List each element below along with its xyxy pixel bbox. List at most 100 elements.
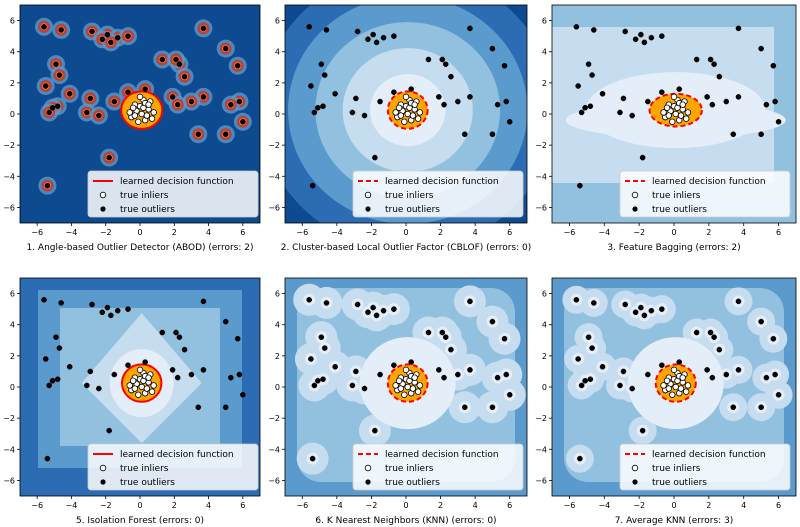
outlier-point-32	[506, 118, 513, 125]
outlier-point-29	[353, 368, 359, 375]
outlier-point-22	[200, 94, 207, 100]
inlier-point-18	[131, 112, 139, 119]
x-tick-label: −6	[296, 228, 308, 237]
legend-label-decision: learned decision function	[385, 450, 499, 460]
y-tick-label: 6	[542, 290, 547, 299]
inlier-point-12	[669, 391, 676, 398]
y-tick-label: −6	[268, 203, 280, 212]
outlier-point-35	[489, 404, 496, 411]
x-tick-label: −4	[331, 501, 343, 510]
outlier-point-26	[676, 86, 683, 92]
outlier-point-24	[436, 367, 442, 373]
outlier-point-35	[489, 131, 496, 138]
outlier-point-26	[408, 359, 414, 365]
outlier-point-26	[408, 86, 414, 92]
outlier-point-22	[735, 94, 742, 100]
outlier-point-9	[622, 28, 629, 35]
legend-outlier-swatch	[100, 479, 106, 485]
outlier-point-27	[125, 89, 131, 95]
inlier-point-8	[409, 385, 417, 392]
legend-label-inliers: true inliers	[385, 464, 434, 474]
legend-label-outliers: true outliers	[652, 478, 707, 488]
outlier-point-0	[41, 23, 47, 30]
outlier-point-9	[354, 28, 361, 35]
y-tick-label: −6	[3, 476, 15, 485]
outlier-point-11	[114, 34, 121, 41]
inlier-point-12	[401, 118, 408, 125]
subplot-caption-5-isolation-forest-errors-0: 5. Isolation Forest (errors: 0)	[76, 516, 204, 526]
outlier-point-35	[222, 131, 229, 138]
subplot-5: −6 −4 −2 0 2 4 6 6 4 2 0 −2 −4 −6 learned decision fun…	[268, 277, 528, 526]
inlier-point-14	[660, 109, 667, 116]
outlier-point-1	[58, 27, 64, 33]
outlier-point-19	[467, 25, 473, 32]
outlier-point-31	[503, 371, 510, 378]
inlier-point-15	[414, 115, 422, 122]
outlier-point-8	[46, 382, 52, 389]
y-tick-label: 2	[10, 79, 15, 88]
outlier-point-33	[763, 374, 770, 381]
inlier-point-11	[150, 382, 157, 389]
decision-boundary	[386, 90, 429, 130]
x-tick-label: 6	[240, 228, 245, 237]
inlier-point-19	[679, 101, 686, 108]
outlier-point-23	[455, 98, 461, 105]
inlier-point-19	[411, 101, 418, 108]
outlier-point-6	[587, 103, 594, 110]
outlier-point-14	[641, 39, 648, 46]
inlier-point-14	[392, 109, 399, 116]
outlier-point-25	[441, 101, 447, 108]
outlier-point-22	[735, 367, 742, 373]
outlier-point-21	[234, 62, 241, 69]
y-tick-label: −2	[3, 141, 15, 150]
legend-label-outliers: true outliers	[120, 478, 175, 488]
inlier-point-15	[148, 115, 156, 122]
outlier-point-37	[372, 427, 378, 434]
outlier-point-11	[648, 307, 655, 314]
subplot-1: −6 −4 −2 0 2 4 6 6 4 2 0 −2 −4 −6 learned decision fun…	[3, 4, 261, 253]
y-tick-label: 6	[10, 17, 15, 26]
outlier-point-26	[142, 359, 148, 365]
outlier-point-19	[200, 25, 207, 32]
legend-label-inliers: true inliers	[652, 191, 701, 201]
outlier-point-5	[599, 363, 606, 370]
outlier-point-25	[441, 374, 447, 381]
outlier-point-12	[391, 33, 397, 39]
x-tick-label: −4	[331, 228, 343, 237]
outlier-point-2	[53, 334, 59, 340]
outlier-point-33	[494, 374, 501, 381]
outlier-point-23	[723, 98, 730, 105]
inlier-point-18	[665, 112, 672, 119]
outlier-point-34	[195, 131, 202, 138]
legend-outlier-swatch	[632, 206, 638, 212]
outlier-point-28	[111, 371, 118, 378]
outlier-point-21	[234, 335, 241, 342]
inlier-point-11	[416, 109, 424, 116]
outlier-point-29	[620, 95, 627, 102]
y-tick-label: 6	[542, 17, 547, 26]
inlier-point-18	[131, 385, 139, 392]
outlier-point-4	[589, 345, 595, 351]
inlier-point-12	[401, 391, 408, 398]
legend-label-inliers: true inliers	[652, 464, 701, 474]
outlier-point-31	[236, 98, 243, 105]
outlier-point-23	[723, 371, 730, 378]
outlier-point-20	[489, 318, 496, 325]
outlier-point-12	[391, 306, 397, 312]
outlier-point-17	[439, 329, 446, 336]
outlier-point-21	[770, 335, 777, 342]
y-tick-label: −2	[268, 141, 280, 150]
y-tick-label: 2	[542, 79, 547, 88]
outlier-point-36	[96, 112, 102, 119]
y-tick-label: −4	[535, 172, 547, 181]
outlier-point-30	[617, 109, 623, 116]
y-tick-label: 6	[10, 290, 15, 299]
y-tick-label: 2	[542, 352, 547, 361]
outlier-point-4	[321, 72, 328, 78]
outlier-point-27	[391, 89, 397, 95]
subplot-2: −6 −4 −2 0 2 4 6 6 4 2 0 −2 −4 −6 learned decision fun…	[268, 4, 531, 253]
y-tick-label: 0	[275, 110, 280, 119]
inlier-point-10	[663, 377, 671, 384]
outlier-point-29	[620, 368, 627, 375]
